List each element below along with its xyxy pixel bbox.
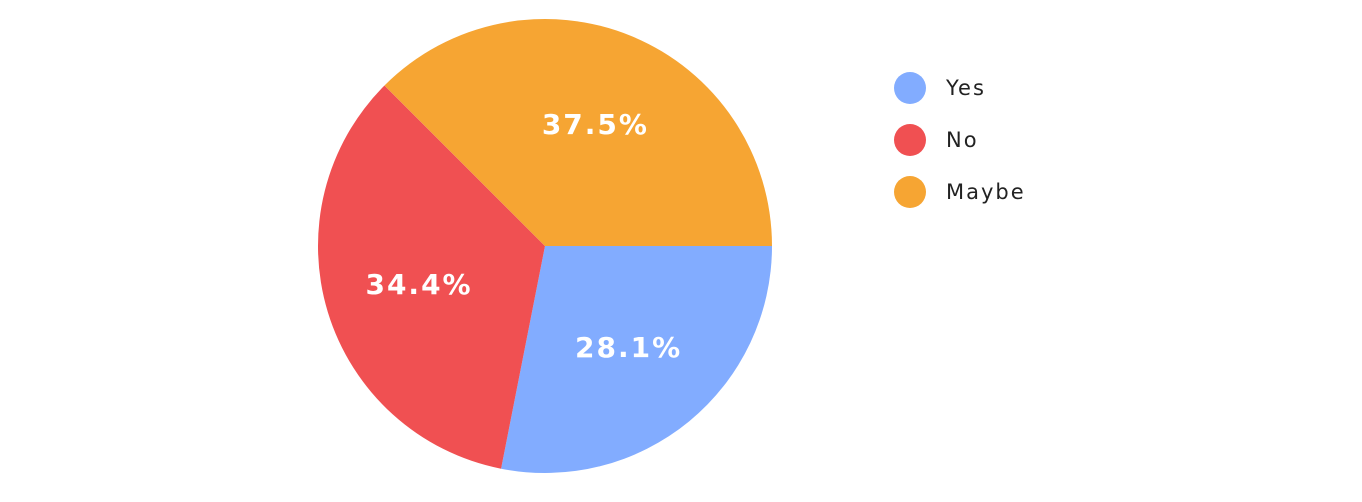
legend-swatch-maybe (894, 176, 926, 208)
legend-item-no[interactable]: No (894, 114, 1026, 166)
legend-swatch-yes (894, 72, 926, 104)
pie-slice-maybe[interactable] (384, 19, 772, 246)
pie-label-maybe: 37.5% (542, 108, 649, 141)
pie-label-yes: 28.1% (575, 331, 682, 364)
legend-item-maybe[interactable]: Maybe (894, 166, 1026, 218)
pie-label-no: 34.4% (365, 268, 472, 301)
legend-swatch-no (894, 124, 926, 156)
pie-slice-labels: 28.1% 34.4% 37.5% (365, 108, 682, 364)
pie-slices (317, 19, 772, 473)
pie-slice-no[interactable] (317, 85, 545, 469)
legend-item-yes[interactable]: Yes (894, 62, 1026, 114)
legend-label-yes: Yes (946, 76, 986, 100)
legend-label-maybe: Maybe (946, 180, 1026, 204)
pie-slice-yes[interactable] (501, 246, 772, 473)
chart-legend: Yes No Maybe (894, 62, 1026, 218)
legend-label-no: No (946, 128, 979, 152)
